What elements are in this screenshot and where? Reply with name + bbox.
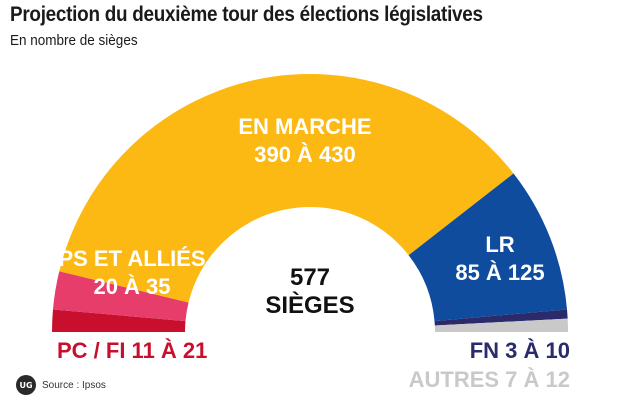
label-ps-value: 20 À 35 <box>93 274 170 299</box>
label-ps-name: PS ET ALLIÉS <box>58 246 205 271</box>
label-lr-name: LR <box>485 232 514 257</box>
segment-en-marche <box>59 74 514 303</box>
chart-title: Projection du deuxième tour des élection… <box>10 3 483 26</box>
label-pc-fi: PC / FI 11 À 21 <box>57 338 207 363</box>
label-lr-value: 85 À 125 <box>455 260 544 285</box>
label-en-marche-value: 390 À 430 <box>254 142 356 167</box>
logo-icon: UG <box>16 375 36 395</box>
segment-fn <box>434 309 568 326</box>
chart-subtitle: En nombre de sièges <box>10 32 138 49</box>
segment-autres <box>434 318 568 332</box>
segments-group <box>52 74 568 332</box>
center-unit: SIÈGES <box>265 291 354 319</box>
segment-ps-et-alli-s <box>52 271 189 322</box>
source-block: UG Source : Ipsos <box>16 375 106 395</box>
segment-lr <box>408 173 568 322</box>
center-total: 577 <box>290 264 330 291</box>
label-autres: AUTRES 7 À 12 <box>409 367 570 392</box>
label-en-marche-name: EN MARCHE <box>238 114 371 139</box>
segment-pc-fi <box>52 309 186 332</box>
source-text: Source : Ipsos <box>42 379 106 391</box>
label-fn: FN 3 À 10 <box>470 338 570 363</box>
